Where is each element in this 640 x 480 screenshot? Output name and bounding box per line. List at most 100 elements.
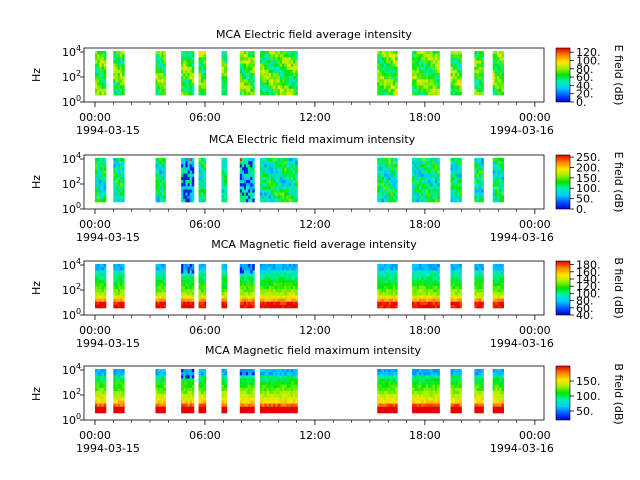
heatmap-cell <box>159 69 162 74</box>
heatmap-cell <box>163 69 166 74</box>
heatmap-cell <box>159 406 162 411</box>
heatmap-cell <box>501 176 504 181</box>
heatmap-cell <box>224 286 228 290</box>
heatmap-cell <box>221 394 225 398</box>
heatmap-cell <box>157 406 160 411</box>
y-tick-label: 104 <box>62 44 81 59</box>
heatmap-cell <box>273 279 276 284</box>
plot-frame <box>83 154 545 210</box>
heatmap-cell <box>288 69 292 74</box>
heatmap-cell <box>99 69 102 74</box>
heatmap-cell <box>198 298 202 303</box>
heatmap-cell <box>286 397 289 401</box>
heatmap-cell <box>264 170 267 175</box>
heatmap-cell <box>246 292 249 296</box>
heatmap-cell <box>377 279 380 284</box>
heatmap-cell <box>501 400 504 404</box>
heatmap-cell <box>185 167 188 171</box>
heatmap-cell <box>478 88 482 93</box>
heatmap-cell <box>428 76 431 80</box>
heatmap-cell <box>243 279 247 284</box>
heatmap-cell <box>494 304 498 309</box>
heatmap-cell <box>159 79 162 83</box>
heatmap-cell <box>457 173 460 178</box>
heatmap-cell <box>157 397 160 401</box>
heatmap-cell <box>270 279 274 284</box>
heatmap-cell <box>101 304 105 309</box>
heatmap-cell <box>377 400 380 404</box>
heatmap-cell <box>457 372 460 376</box>
heatmap-cell <box>288 82 292 86</box>
heatmap-cell <box>119 276 123 281</box>
heatmap-cell <box>414 192 417 197</box>
heatmap-cell <box>481 391 484 395</box>
heatmap-cell <box>388 192 391 197</box>
heatmap-cell <box>95 66 98 71</box>
heatmap-cell <box>412 176 415 181</box>
heatmap-cell <box>252 167 255 171</box>
heatmap-cell <box>293 406 296 411</box>
heatmap-cell <box>273 387 276 392</box>
heatmap-cell <box>275 295 278 299</box>
heatmap-cell <box>159 63 162 68</box>
heatmap-cell <box>203 406 207 411</box>
heatmap-cell <box>99 406 102 411</box>
heatmap-cell <box>432 264 436 268</box>
heatmap-cell <box>239 161 243 165</box>
heatmap-cell <box>381 301 385 306</box>
heatmap-cell <box>189 51 193 55</box>
y-axis-label: Hz <box>30 68 43 82</box>
heatmap-cell <box>381 282 385 287</box>
heatmap-cell <box>386 391 389 395</box>
heatmap-cell <box>418 403 422 408</box>
heatmap-cell <box>395 372 398 376</box>
heatmap-cell <box>412 298 415 303</box>
heatmap-cell <box>200 286 204 290</box>
heatmap-cell <box>113 60 116 64</box>
heatmap-cell <box>246 76 249 80</box>
heatmap-cell <box>293 173 296 178</box>
heatmap-cell <box>243 161 247 165</box>
colorbar-tick-label: 200. <box>576 161 601 174</box>
x-tick-label: 12:00 <box>299 218 331 231</box>
heatmap-cell <box>101 88 105 93</box>
heatmap-cell <box>286 170 289 175</box>
heatmap-cell <box>187 372 190 376</box>
heatmap-cell <box>452 186 456 190</box>
heatmap-cell <box>418 372 422 376</box>
heatmap-cell <box>501 391 504 395</box>
heatmap-cell <box>159 372 162 376</box>
heatmap-cell <box>185 289 188 293</box>
heatmap-cell <box>185 276 188 281</box>
heatmap-cell <box>101 85 105 90</box>
heatmap-cell <box>457 301 460 306</box>
heatmap-cell <box>418 301 422 306</box>
heatmap-cell <box>459 167 462 171</box>
heatmap-cell <box>434 82 438 86</box>
heatmap-cell <box>161 170 164 175</box>
heatmap-cell <box>273 264 276 268</box>
heatmap-cell <box>101 192 105 197</box>
heatmap-cell <box>159 400 162 404</box>
heatmap-cell <box>115 301 119 306</box>
heatmap-cell <box>101 267 105 271</box>
heatmap-cell <box>221 54 225 58</box>
heatmap-cell <box>282 173 285 178</box>
heatmap-cell <box>478 282 482 287</box>
heatmap-cell <box>189 378 193 382</box>
heatmap-cell <box>459 170 462 175</box>
heatmap-cell <box>414 286 417 290</box>
heatmap-cell <box>383 409 387 414</box>
heatmap-cell <box>450 301 454 306</box>
colorbar-tick-label: 40. <box>576 309 594 322</box>
heatmap-cell <box>248 304 251 309</box>
heatmap-cell <box>295 409 298 414</box>
heatmap-cell <box>268 387 272 392</box>
heatmap-cell <box>189 192 193 197</box>
heatmap-cell <box>275 183 278 187</box>
heatmap-cell <box>492 289 496 293</box>
heatmap-cell <box>239 198 243 203</box>
heatmap-cell <box>97 170 100 175</box>
heatmap-cell <box>159 282 162 287</box>
heatmap-cell <box>189 60 193 64</box>
